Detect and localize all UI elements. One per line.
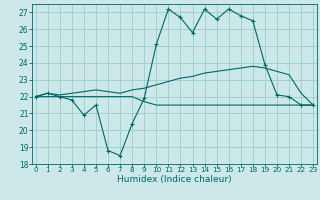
X-axis label: Humidex (Indice chaleur): Humidex (Indice chaleur) (117, 175, 232, 184)
